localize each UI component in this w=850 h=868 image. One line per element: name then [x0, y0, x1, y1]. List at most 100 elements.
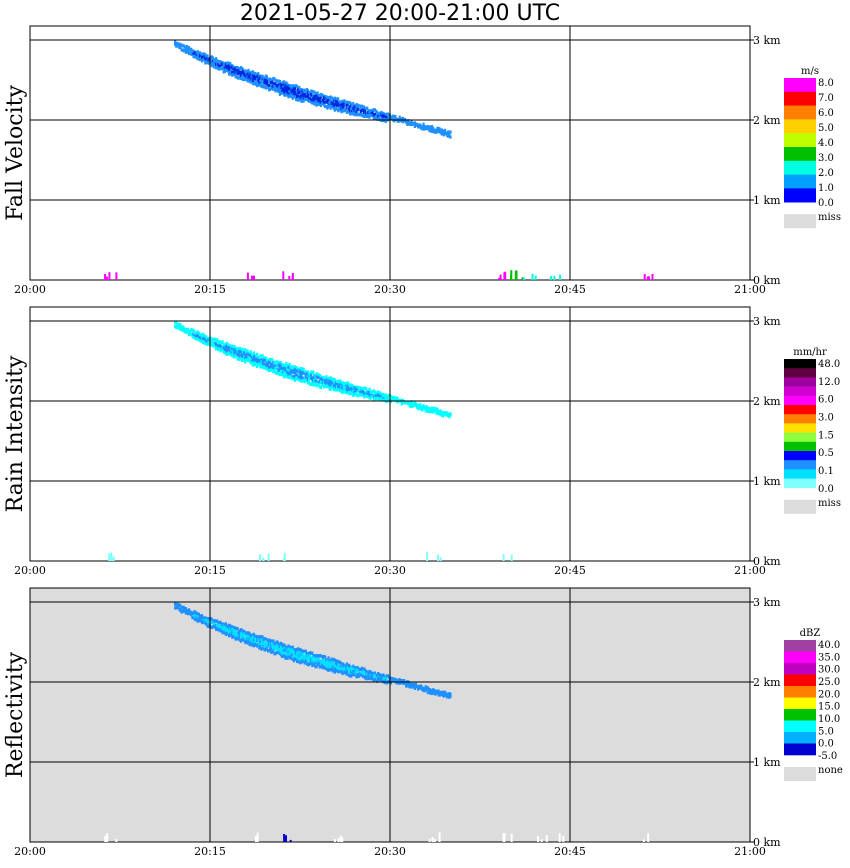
data-cell — [255, 80, 258, 84]
data-cell — [334, 661, 338, 665]
data-cell — [367, 390, 370, 394]
panel-rain-intensity: 0 km 1 km 2 km 3 km 20:00 20:15 20:30 20:45 21:0… — [3, 306, 841, 577]
colorbar-tick-label: 2.0 — [818, 168, 834, 179]
data-cell — [345, 386, 348, 390]
data-cell — [357, 674, 360, 678]
data-cell — [360, 670, 363, 674]
data-cell — [222, 622, 225, 626]
data-cell — [382, 393, 385, 397]
data-cell — [269, 361, 272, 365]
near-ground-echoes — [108, 552, 513, 561]
data-cell — [260, 81, 263, 85]
colorbar-cell — [784, 451, 816, 461]
data-cell — [274, 642, 277, 646]
data-cell — [190, 47, 193, 51]
x-tick-label: 21:00 — [734, 845, 766, 858]
colorbar-tick-label: 0.1 — [818, 466, 834, 477]
data-cell — [350, 102, 353, 106]
data-cell — [333, 378, 336, 382]
data-cell — [260, 358, 263, 362]
data-cell — [283, 88, 286, 92]
data-cell — [394, 115, 397, 119]
data-cell — [177, 603, 180, 607]
data-cell — [433, 688, 436, 693]
data-cell — [184, 607, 187, 611]
data-cell — [440, 128, 443, 132]
data-cell — [405, 684, 408, 688]
data-cell — [436, 407, 439, 411]
data-cell — [449, 130, 452, 134]
data-cell — [364, 109, 367, 113]
data-cell — [434, 409, 437, 413]
data-cell — [258, 77, 261, 81]
data-cell — [231, 347, 234, 351]
data-cell — [244, 356, 247, 360]
data-cell — [179, 608, 182, 612]
data-cell — [315, 94, 318, 98]
echo-cell — [341, 837, 344, 842]
echo-cell — [553, 275, 556, 280]
echo-cell — [439, 557, 442, 561]
data-cell — [449, 135, 452, 139]
echo-cell — [104, 274, 107, 280]
data-cell — [223, 343, 226, 348]
data-cell — [333, 670, 336, 674]
data-cell — [295, 649, 298, 653]
data-cell — [369, 396, 372, 400]
data-cell — [300, 99, 303, 103]
data-cell — [360, 104, 363, 108]
data-cell — [256, 364, 259, 368]
data-cell — [395, 398, 398, 402]
data-cell — [355, 675, 358, 679]
data-cell — [447, 130, 450, 134]
data-cell — [316, 91, 319, 95]
echo-cell — [647, 276, 650, 280]
data-cell — [277, 89, 280, 93]
data-cell — [291, 645, 294, 649]
data-cell — [333, 108, 336, 112]
echo-cell — [333, 839, 336, 842]
data-cell — [275, 371, 278, 375]
data-cell — [357, 389, 360, 393]
colorbar-tick-label: 12.0 — [818, 377, 840, 388]
data-cell — [175, 320, 178, 324]
echo-cell — [110, 552, 113, 561]
echo-cell — [510, 554, 513, 561]
echo-cell — [651, 274, 654, 280]
colorbar-cell — [784, 441, 816, 452]
x-tick-label: 20:15 — [194, 845, 226, 858]
colorbar-cell — [784, 432, 816, 443]
x-tick-label: 20:00 — [14, 283, 46, 296]
data-cell — [315, 103, 318, 107]
data-cell — [293, 87, 297, 91]
echo-cell — [112, 556, 115, 561]
data-cell — [286, 82, 289, 86]
data-cell — [298, 650, 301, 655]
data-cell — [246, 349, 249, 353]
data-cell — [225, 349, 228, 353]
data-cell — [420, 684, 423, 688]
data-cell — [371, 675, 374, 680]
data-cell — [237, 636, 240, 640]
data-cell — [259, 644, 262, 648]
data-cell — [183, 45, 186, 49]
data-cell — [226, 343, 230, 347]
data-cell — [326, 106, 329, 110]
colorbar-tick-label: 3.0 — [818, 153, 834, 164]
data-cell — [303, 380, 306, 384]
colorbar-cell — [784, 460, 816, 470]
data-cell — [217, 628, 220, 632]
colorbar-cell — [784, 423, 816, 433]
colorbar-tick-label: 20.0 — [818, 689, 840, 700]
data-cell — [244, 69, 247, 73]
data-cell — [297, 647, 300, 651]
data-cell — [248, 75, 251, 79]
x-tick-label: 20:45 — [554, 845, 586, 858]
data-cell — [210, 340, 213, 344]
data-cell — [438, 127, 441, 131]
data-cell — [305, 656, 308, 660]
data-cell — [276, 85, 279, 89]
data-cell — [279, 361, 282, 365]
echo-cell — [521, 277, 524, 280]
data-cell — [237, 357, 240, 361]
